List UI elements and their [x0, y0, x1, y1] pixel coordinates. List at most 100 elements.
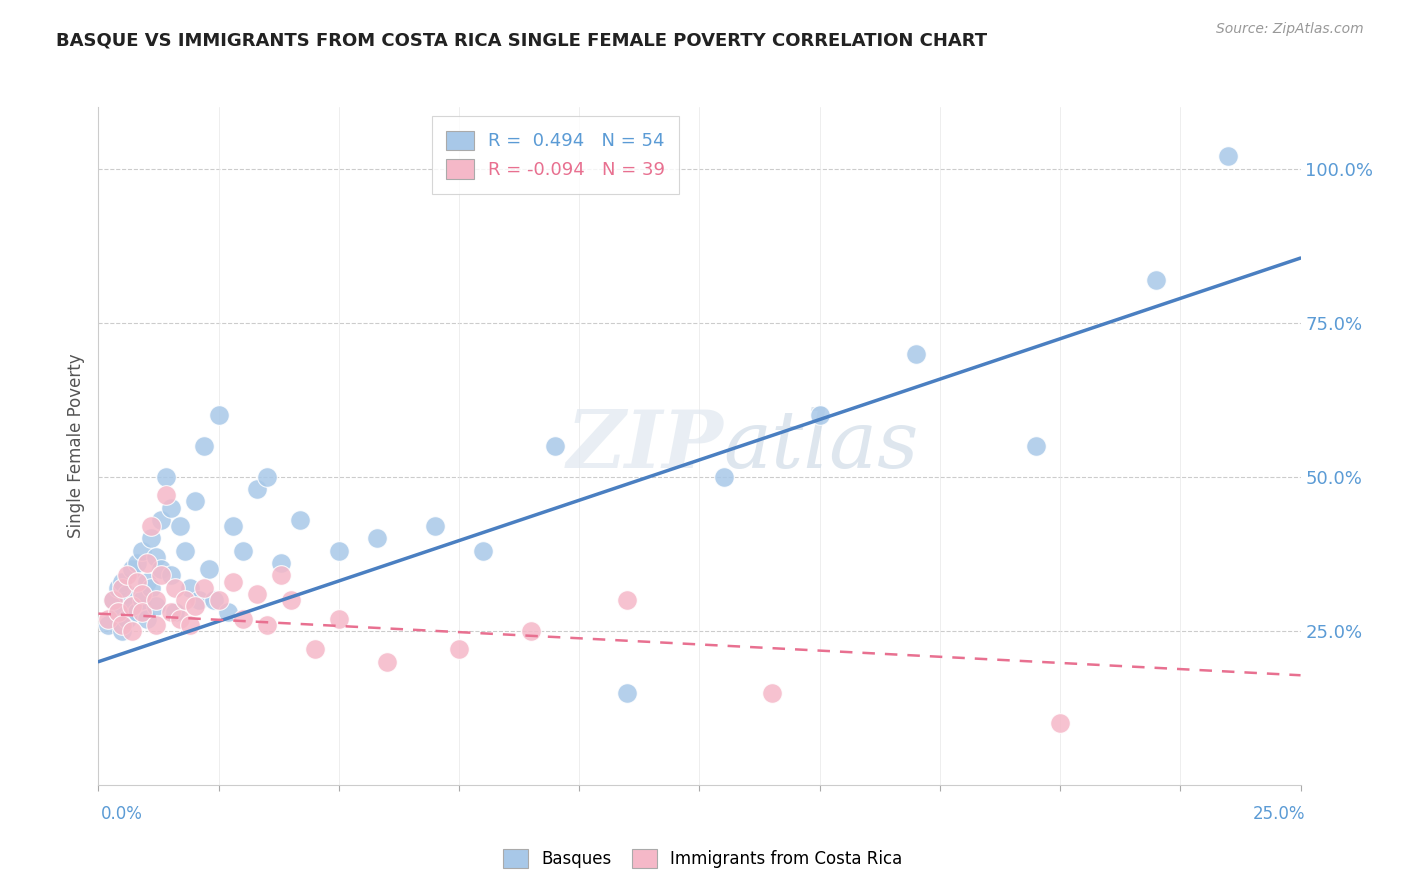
Point — [111, 574, 134, 589]
Text: 0.0%: 0.0% — [101, 805, 143, 822]
Point — [1025, 439, 1047, 453]
Point — [107, 581, 129, 595]
Point — [544, 439, 567, 453]
Point — [1049, 716, 1071, 731]
Point — [713, 470, 735, 484]
Point — [145, 549, 167, 564]
Point — [101, 593, 124, 607]
Point — [155, 488, 177, 502]
Point — [135, 574, 157, 589]
Point — [149, 513, 172, 527]
Point — [1218, 149, 1240, 163]
Point — [174, 543, 197, 558]
Text: Source: ZipAtlas.com: Source: ZipAtlas.com — [1216, 22, 1364, 37]
Point — [121, 599, 143, 614]
Point — [145, 617, 167, 632]
Point — [117, 587, 139, 601]
Point — [125, 574, 148, 589]
Point — [107, 606, 129, 620]
Point — [141, 581, 163, 595]
Point — [101, 593, 124, 607]
Point — [328, 543, 350, 558]
Text: atlas: atlas — [724, 408, 920, 484]
Point — [208, 408, 231, 422]
Point — [159, 568, 181, 582]
Point — [217, 606, 239, 620]
Point — [174, 593, 197, 607]
Point — [256, 617, 278, 632]
Point — [141, 519, 163, 533]
Point — [149, 568, 172, 582]
Point — [117, 611, 139, 625]
Point — [97, 617, 120, 632]
Point — [159, 500, 181, 515]
Legend: R =  0.494   N = 54, R = -0.094   N = 39: R = 0.494 N = 54, R = -0.094 N = 39 — [432, 116, 679, 194]
Point — [131, 606, 153, 620]
Legend: Basques, Immigrants from Costa Rica: Basques, Immigrants from Costa Rica — [496, 843, 910, 875]
Point — [111, 624, 134, 638]
Point — [1144, 272, 1167, 286]
Point — [188, 593, 211, 607]
Point — [131, 543, 153, 558]
Point — [165, 581, 187, 595]
Point — [808, 408, 831, 422]
Point — [366, 532, 388, 546]
Point — [246, 587, 269, 601]
Point — [304, 642, 326, 657]
Point — [290, 513, 312, 527]
Point — [121, 624, 143, 638]
Point — [208, 593, 231, 607]
Point — [761, 685, 783, 699]
Point — [270, 556, 292, 570]
Text: 25.0%: 25.0% — [1253, 805, 1305, 822]
Point — [111, 617, 134, 632]
Point — [111, 581, 134, 595]
Y-axis label: Single Female Poverty: Single Female Poverty — [66, 354, 84, 538]
Point — [447, 642, 470, 657]
Point — [179, 617, 201, 632]
Point — [117, 568, 139, 582]
Point — [198, 562, 221, 576]
Point — [193, 439, 215, 453]
Text: ZIP: ZIP — [567, 408, 724, 484]
Point — [159, 606, 181, 620]
Point — [183, 599, 205, 614]
Point — [149, 562, 172, 576]
Point — [121, 562, 143, 576]
Text: BASQUE VS IMMIGRANTS FROM COSTA RICA SINGLE FEMALE POVERTY CORRELATION CHART: BASQUE VS IMMIGRANTS FROM COSTA RICA SIN… — [56, 31, 987, 49]
Point — [145, 599, 167, 614]
Point — [202, 593, 225, 607]
Point — [131, 593, 153, 607]
Point — [125, 556, 148, 570]
Point — [423, 519, 446, 533]
Point — [472, 543, 495, 558]
Point — [179, 581, 201, 595]
Point — [131, 587, 153, 601]
Point — [135, 611, 157, 625]
Point — [165, 606, 187, 620]
Point — [222, 519, 245, 533]
Point — [232, 611, 254, 625]
Point — [246, 482, 269, 496]
Point — [121, 599, 143, 614]
Point — [904, 346, 927, 360]
Point — [616, 593, 638, 607]
Point — [183, 494, 205, 508]
Point — [232, 543, 254, 558]
Point — [169, 519, 191, 533]
Point — [375, 655, 398, 669]
Point — [169, 611, 191, 625]
Point — [97, 611, 120, 625]
Point — [616, 685, 638, 699]
Point — [328, 611, 350, 625]
Point — [520, 624, 543, 638]
Point — [270, 568, 292, 582]
Point — [141, 532, 163, 546]
Point — [145, 593, 167, 607]
Point — [256, 470, 278, 484]
Point — [155, 470, 177, 484]
Point — [135, 556, 157, 570]
Point — [107, 606, 129, 620]
Point — [193, 581, 215, 595]
Point — [280, 593, 302, 607]
